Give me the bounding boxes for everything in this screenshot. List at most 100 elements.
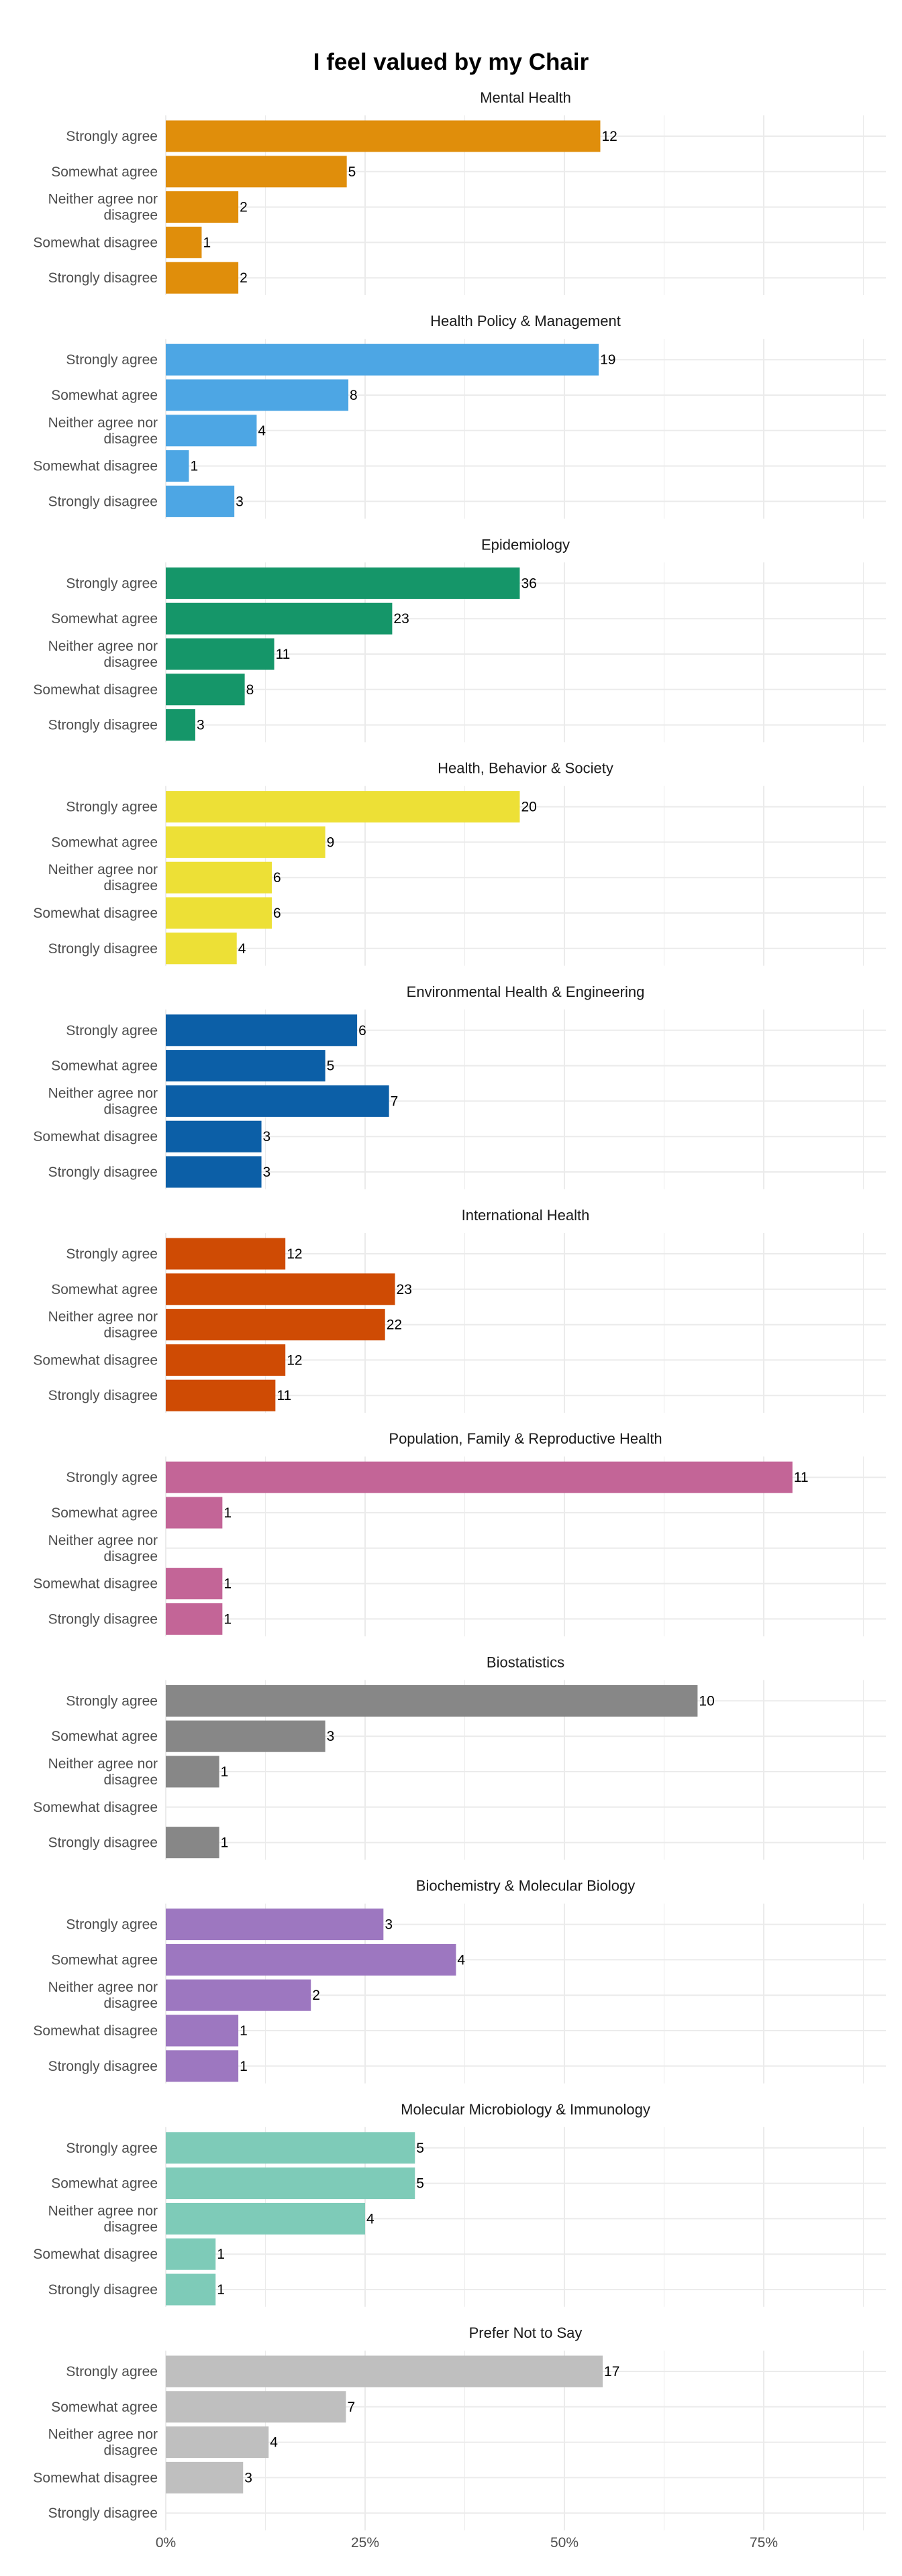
value-label: 8 bbox=[246, 682, 254, 698]
bar-somewhat-agree bbox=[166, 1273, 395, 1305]
category-label: Somewhat disagree bbox=[33, 2023, 158, 2039]
bar-strongly-agree bbox=[166, 791, 520, 823]
category-label: Strongly disagree bbox=[48, 1165, 158, 1180]
category-label: Neither agree nor disagree bbox=[48, 415, 158, 447]
panel-title: Molecular Microbiology & Immunology bbox=[401, 2101, 650, 2118]
bar-somewhat-disagree bbox=[166, 1344, 286, 1376]
category-label: Neither agree nor disagree bbox=[48, 862, 158, 894]
value-label: 11 bbox=[276, 647, 291, 662]
panel-molecular-microbiology-immunology: Molecular Microbiology & Immunology Stron… bbox=[33, 2101, 886, 2307]
bar-strongly-agree bbox=[166, 567, 520, 599]
value-label: 3 bbox=[244, 2470, 252, 2485]
category-label: Somewhat agree bbox=[51, 388, 158, 403]
bar-somewhat-disagree bbox=[166, 2461, 244, 2493]
value-label: 6 bbox=[273, 870, 281, 885]
bar-strongly-disagree bbox=[166, 2050, 239, 2082]
category-label: Somewhat disagree bbox=[33, 1800, 158, 1815]
category-label: Strongly agree bbox=[66, 1693, 158, 1709]
panel-title: Population, Family & Reproductive Health bbox=[389, 1430, 662, 1447]
category-label: Somewhat agree bbox=[51, 1505, 158, 1521]
bar-neither-agree-nor-disagree bbox=[166, 1756, 219, 1788]
bar-somewhat-agree bbox=[166, 1943, 456, 1976]
value-label: 3 bbox=[263, 1165, 271, 1180]
panel-health-behavior-society: Health, Behavior & Society Strongly agree… bbox=[33, 760, 886, 966]
category-label: Neither agree nor disagree bbox=[48, 2427, 158, 2459]
category-label: Somewhat disagree bbox=[33, 1129, 158, 1144]
value-label: 4 bbox=[238, 941, 246, 957]
bar-somewhat-disagree bbox=[166, 2238, 216, 2270]
bar-somewhat-agree bbox=[166, 1050, 325, 1082]
bar-somewhat-disagree bbox=[166, 674, 245, 706]
category-label: Somewhat disagree bbox=[33, 2470, 158, 2485]
bar-strongly-agree bbox=[166, 1238, 286, 1270]
bar-somewhat-disagree bbox=[166, 897, 272, 929]
panel-title: Environmental Health & Engineering bbox=[407, 983, 645, 1000]
panel-title: Health, Behavior & Society bbox=[438, 760, 613, 777]
value-label: 5 bbox=[416, 2176, 424, 2192]
category-label: Somewhat disagree bbox=[33, 1576, 158, 1592]
category-label: Neither agree nor disagree bbox=[48, 639, 158, 670]
bar-somewhat-agree bbox=[166, 2391, 346, 2423]
bar-neither-agree-nor-disagree bbox=[166, 1309, 385, 1341]
bar-strongly-agree bbox=[166, 1461, 793, 1493]
value-label: 12 bbox=[601, 129, 617, 144]
panel-prefer-not-to-say: Prefer Not to Say Strongly agree 17 Somewha… bbox=[33, 2324, 886, 2530]
bar-neither-agree-nor-disagree bbox=[166, 191, 239, 223]
value-label: 4 bbox=[366, 2211, 374, 2226]
category-label: Neither agree nor disagree bbox=[48, 1756, 158, 1788]
chart-title: I feel valued by my Chair bbox=[313, 49, 589, 75]
value-label: 8 bbox=[350, 388, 358, 403]
bar-somewhat-agree bbox=[166, 1497, 223, 1529]
bar-strongly-disagree bbox=[166, 262, 239, 294]
value-label: 6 bbox=[273, 906, 281, 921]
bar-strongly-agree bbox=[166, 120, 601, 152]
x-tick-label: 25% bbox=[351, 2535, 379, 2551]
category-label: Somewhat agree bbox=[51, 1729, 158, 1744]
category-label: Somewhat agree bbox=[51, 1282, 158, 1297]
category-label: Strongly disagree bbox=[48, 2282, 158, 2298]
value-label: 3 bbox=[385, 1917, 393, 1933]
bar-somewhat-disagree bbox=[166, 1568, 223, 1600]
category-label: Strongly agree bbox=[66, 1917, 158, 1933]
bar-strongly-disagree bbox=[166, 2273, 216, 2306]
bar-neither-agree-nor-disagree bbox=[166, 2426, 269, 2459]
value-label: 5 bbox=[348, 164, 356, 180]
category-label: Somewhat agree bbox=[51, 2400, 158, 2415]
value-label: 20 bbox=[521, 800, 536, 815]
panel-environmental-health-engineering: Environmental Health & Engineering Strong… bbox=[33, 983, 886, 1189]
category-label: Neither agree nor disagree bbox=[48, 1533, 158, 1564]
category-label: Neither agree nor disagree bbox=[48, 2203, 158, 2235]
category-label: Strongly agree bbox=[66, 1023, 158, 1038]
category-label: Strongly disagree bbox=[48, 2059, 158, 2074]
value-label: 4 bbox=[270, 2435, 278, 2451]
category-label: Somewhat disagree bbox=[33, 459, 158, 474]
value-label: 3 bbox=[236, 494, 244, 509]
category-label: Strongly disagree bbox=[48, 1611, 158, 1627]
bar-strongly-agree bbox=[166, 1684, 698, 1717]
value-label: 7 bbox=[391, 1093, 399, 1109]
value-label: 5 bbox=[327, 1059, 335, 1074]
category-label: Strongly disagree bbox=[48, 941, 158, 957]
bar-strongly-disagree bbox=[166, 1156, 262, 1188]
value-label: 1 bbox=[217, 2282, 225, 2298]
category-label: Strongly agree bbox=[66, 352, 158, 368]
value-label: 1 bbox=[221, 1764, 229, 1780]
value-label: 23 bbox=[397, 1282, 412, 1297]
value-label: 12 bbox=[287, 1246, 302, 1262]
value-label: 3 bbox=[263, 1129, 271, 1144]
category-label: Strongly disagree bbox=[48, 1835, 158, 1851]
value-label: 4 bbox=[457, 1952, 465, 1968]
category-label: Somewhat disagree bbox=[33, 906, 158, 921]
value-label: 1 bbox=[217, 2247, 225, 2262]
category-label: Somewhat disagree bbox=[33, 682, 158, 698]
bar-neither-agree-nor-disagree bbox=[166, 415, 257, 447]
category-label: Neither agree nor disagree bbox=[48, 1980, 158, 2011]
value-label: 3 bbox=[197, 718, 205, 733]
bar-neither-agree-nor-disagree bbox=[166, 861, 272, 894]
panel-title: Mental Health bbox=[480, 89, 571, 106]
bar-strongly-agree bbox=[166, 1909, 384, 1941]
value-label: 3 bbox=[327, 1729, 335, 1744]
category-label: Somewhat disagree bbox=[33, 2247, 158, 2262]
panel-epidemiology: Epidemiology Strongly agree 36 Somewhat agr… bbox=[33, 536, 886, 743]
bar-neither-agree-nor-disagree bbox=[166, 638, 274, 670]
